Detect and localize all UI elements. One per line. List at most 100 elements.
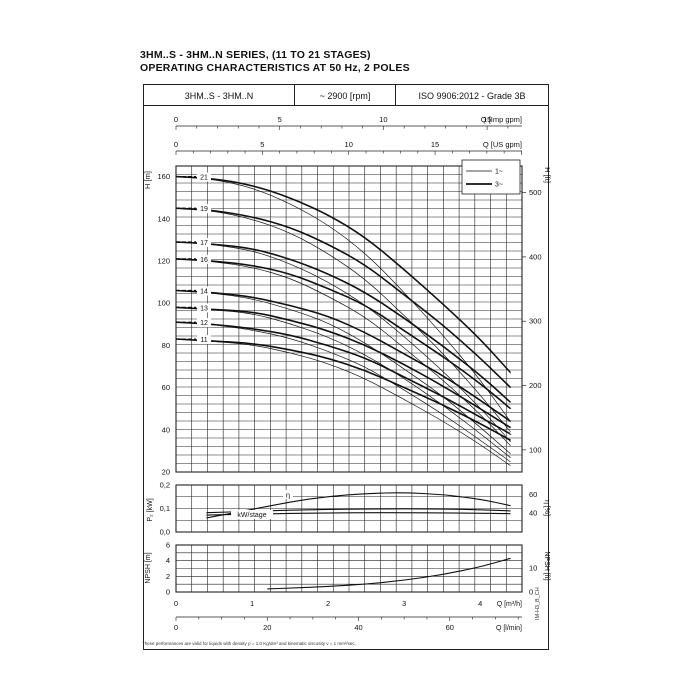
m3h-tick-label: 1 [250,599,254,608]
m3h-tick-label: 0 [174,599,178,608]
lmin-tick-label: 60 [446,623,454,632]
eta-label-bg [283,490,293,499]
head-y2tick-label: 200 [529,381,542,390]
eta-label: η [286,491,290,500]
stage-label: 21 [200,175,208,182]
stage-label-bg [197,303,211,313]
imp-tick-label: 10 [379,115,387,124]
head-y2tick-label: 100 [529,445,542,454]
npsh-curve [267,557,511,590]
npsh-grid [175,544,523,593]
plot-border [175,544,523,593]
us-tick-label: 5 [260,140,264,149]
npsh-ytick-label: 6 [166,541,170,550]
chart-title-line1: 3HM..S - 3HM..N SERIES, (11 TO 21 STAGES… [140,49,371,61]
npsh-ytick-label: 2 [166,572,170,581]
imp-axis-label: Q [Imp gpm] [481,115,522,124]
m3h-tick-label: 2 [326,599,330,608]
stage-label-bg [197,318,211,328]
legend-label-1ph: 1~ [495,169,503,176]
head-y2label: H [ft] [543,167,552,183]
efficiency-curve [206,492,511,519]
npsh-y2tick-label: 10 [529,564,537,573]
head-curve-1ph [175,321,511,463]
power-ytick-label: 0,1 [160,504,170,513]
power-y2tick-label: 60 [529,490,537,499]
head-ytick-label: 160 [157,172,170,181]
head-curve-1ph [175,176,511,423]
plot-border [175,484,523,533]
head-y2tick-label: 500 [529,188,542,197]
head-curve-3ph [175,289,512,423]
imp-tick-label: 5 [278,115,282,124]
head-curve-3ph [175,175,512,374]
legend-box [461,159,521,195]
head-ytick-label: 20 [162,468,170,477]
stage-label: 12 [200,320,208,327]
stage-label: 17 [200,240,208,247]
power-grid [175,484,523,533]
head-curve-3ph [175,338,511,442]
power-ylabel: P₂ [kW] [147,498,154,521]
stage-label: 14 [200,289,208,296]
stage-label: 11 [200,337,207,344]
lmin-tick-label: 20 [263,623,271,632]
npsh-ylabel: NPSH [m] [145,552,152,583]
npsh-ytick-label: 4 [166,556,170,565]
m3h-axis-label: Q [m³/h] [497,601,522,608]
head-curve-3ph [175,207,512,389]
head-ylabel: H [m] [143,171,152,189]
stage-label: 16 [200,257,208,264]
npsh-ytick-label: 0 [166,588,170,597]
power-y2label: η [%] [543,500,550,516]
head-curve-1ph [175,258,511,447]
chart-title-line2: OPERATING CHARACTERISTICS AT 50 Hz, 2 PO… [140,62,410,74]
imp-tick-label: 0 [174,115,178,124]
plot-border [175,165,523,473]
stage-label: 19 [200,206,208,213]
us-tick-label: 10 [345,140,353,149]
head-curve-3ph [175,258,512,410]
head-ytick-label: 40 [162,425,170,434]
stage-label-bg [197,204,211,214]
head-curve-1ph [175,241,511,443]
npsh-y2tick-label: 0 [529,588,533,597]
lmin-tick-label: 0 [174,623,178,632]
head-ytick-label: 120 [157,256,170,265]
head-curve-1ph [175,307,511,458]
stage-label-bg [197,335,211,345]
stage-label: 13 [200,305,208,312]
kw-stage-label: kW/stage [237,512,266,519]
us-tick-label: 0 [174,140,178,149]
power-ytick-label: 0,0 [160,528,170,537]
lmin-tick-label: 40 [354,623,362,632]
head-ytick-label: 140 [157,214,170,223]
head-ytick-label: 80 [162,341,170,350]
drawing-code: IM-H3_B_CH [535,587,541,620]
us-axis-label: Q [US gpm] [483,140,522,149]
lmin-axis-label: Q [l/min] [496,625,522,632]
m3h-tick-label: 3 [402,599,406,608]
head-y2tick-label: 300 [529,317,542,326]
head-curve-3ph [175,306,512,429]
head-curve-3ph [175,321,512,435]
imp-tick-label: 15 [483,115,491,124]
head-curve-1ph [175,207,511,433]
power-y2tick-label: 40 [529,509,537,518]
stage-label-bg [197,172,211,182]
power-ytick-label: 0,2 [160,481,170,490]
legend-label-3ph: 3~ [495,182,503,189]
head-ytick-label: 60 [162,383,170,392]
us-tick-label: 15 [431,140,439,149]
footnote: These performances are valid for liquids… [142,641,356,646]
stage-label-bg [197,286,211,296]
head-curve-3ph [175,241,512,404]
chart-frame [143,105,549,650]
head-ytick-label: 100 [157,299,170,308]
head-y2tick-label: 400 [529,252,542,261]
head-curve-1ph [175,338,511,467]
npsh-y2label: NPSH [ft] [543,551,550,580]
kw-label-bg [231,510,273,519]
